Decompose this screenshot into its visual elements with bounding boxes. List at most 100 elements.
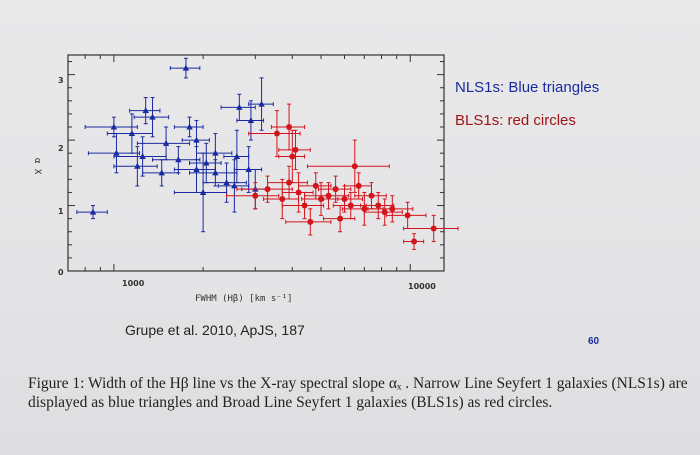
bls1-circle-marker: [337, 215, 344, 222]
nls1-triangle-marker: [158, 169, 165, 176]
bls1-point: [236, 175, 293, 203]
nls1-point: [136, 126, 191, 161]
y-axis-label: α X: [32, 158, 42, 175]
nls1-triangle-marker: [89, 208, 97, 215]
bls1-point: [270, 103, 306, 151]
bls1-point: [363, 198, 403, 226]
nls1-triangle-marker: [236, 103, 243, 110]
bls1-point: [367, 195, 414, 223]
y-tick-label-3: 3: [58, 76, 64, 85]
nls1-point: [181, 119, 210, 161]
nls1-point: [236, 100, 265, 141]
bls1-point: [317, 175, 352, 203]
bls1-point: [267, 165, 308, 200]
nls1-triangle-marker: [128, 130, 136, 137]
bls1-point: [278, 129, 306, 184]
bls1-circle-marker: [295, 189, 302, 196]
legend-annotation-blue: NLS1s: Blue triangles: [455, 79, 600, 96]
nls1-point: [129, 97, 161, 125]
bls1-circle-marker: [332, 186, 339, 193]
nls1-triangle-marker: [231, 182, 238, 189]
nls1-point: [189, 142, 222, 184]
bls1-circle-marker: [411, 238, 418, 245]
bls1-point: [403, 214, 459, 243]
nls1-point: [84, 116, 138, 138]
bls1-point: [278, 129, 311, 171]
nls1-point: [76, 205, 108, 220]
x-tick-label-1000: 1000: [122, 279, 145, 288]
nls1-triangle-marker: [193, 136, 200, 143]
bls1-circle-marker: [389, 205, 396, 212]
bls1-point: [281, 172, 314, 213]
page-number: 60: [588, 336, 600, 347]
bls1-point: [403, 233, 425, 250]
nls1-triangle-marker: [233, 152, 241, 159]
nls1-triangle-marker: [142, 107, 149, 114]
nls1-triangle-marker: [182, 64, 190, 71]
bls1-point: [263, 178, 300, 220]
nls1-triangle-marker: [110, 123, 118, 130]
bls1-circle-marker: [355, 182, 362, 189]
plot-frame: [67, 54, 445, 272]
bls1-point: [354, 182, 387, 210]
bls1-circle-marker: [301, 202, 308, 209]
bls1-circle-marker: [307, 218, 314, 225]
nls1-point: [113, 146, 158, 187]
bls1-circle-marker: [286, 124, 293, 130]
bls1-point: [360, 191, 395, 220]
bls1-circle-marker: [430, 225, 437, 232]
nls1-triangle-marker: [223, 179, 230, 186]
nls1-point: [152, 146, 201, 174]
x-tick-label-10000: 10000: [408, 282, 436, 291]
nls1-triangle-marker: [247, 116, 255, 123]
bls1-circle-marker: [273, 130, 280, 137]
nls1-point: [169, 57, 201, 79]
y-tick-label-0: 0: [58, 268, 64, 277]
bls1-circle-marker: [404, 212, 411, 219]
bls1-circle-marker: [351, 163, 358, 170]
nls1-point: [223, 129, 250, 184]
legend-annotation-red: BLS1s: red circles: [455, 112, 576, 129]
nls1-triangle-marker: [258, 100, 265, 107]
bls1-point: [281, 191, 325, 220]
nls1-triangle-marker: [199, 188, 207, 195]
nls1-triangle-marker: [193, 166, 200, 173]
nls1-triangle-marker: [134, 162, 141, 169]
nls1-triangle-marker: [186, 123, 193, 130]
x-axis-label: FWHM (Hβ) [km s⁻¹]: [195, 294, 293, 304]
nls1-triangle-marker: [149, 113, 156, 120]
bls1-circle-marker: [325, 192, 332, 199]
bls1-circle-marker: [368, 192, 375, 199]
bls1-circle-marker: [341, 196, 348, 202]
bls1-circle-marker: [375, 202, 382, 209]
bls1-circle-marker: [347, 202, 354, 209]
nls1-triangle-marker: [139, 152, 146, 159]
bls1-circle-marker: [318, 196, 325, 202]
y-tick-label-2: 2: [58, 144, 64, 153]
nls1-triangle-marker: [212, 149, 219, 156]
nls1-point: [173, 152, 228, 233]
bls1-circle-marker: [289, 153, 296, 160]
nls1-triangle-marker: [203, 159, 210, 166]
nls1-point: [106, 113, 154, 154]
nls1-point: [248, 77, 274, 131]
bls1-point: [298, 172, 332, 200]
nls1-point: [133, 97, 170, 138]
bls1-circle-marker: [361, 205, 368, 212]
citation: Grupe et al. 2010, ApJS, 187: [125, 322, 305, 338]
nls1-triangle-marker: [245, 166, 252, 173]
bls1-point: [248, 110, 301, 157]
y-tick-label-1: 1: [58, 207, 64, 216]
figure-caption: Figure 1: Width of the Hβ line vs the X-…: [28, 375, 688, 411]
bls1-point: [341, 191, 384, 226]
nls1-point: [202, 162, 247, 203]
bls1-point: [226, 182, 280, 210]
bls1-circle-marker: [292, 146, 299, 153]
bls1-circle-marker: [312, 182, 319, 189]
nls1-point: [233, 146, 263, 193]
nls1-point: [142, 159, 179, 187]
axis-ticks: [67, 55, 444, 272]
bls1-point: [306, 139, 390, 193]
bls1-circle-marker: [264, 186, 271, 193]
